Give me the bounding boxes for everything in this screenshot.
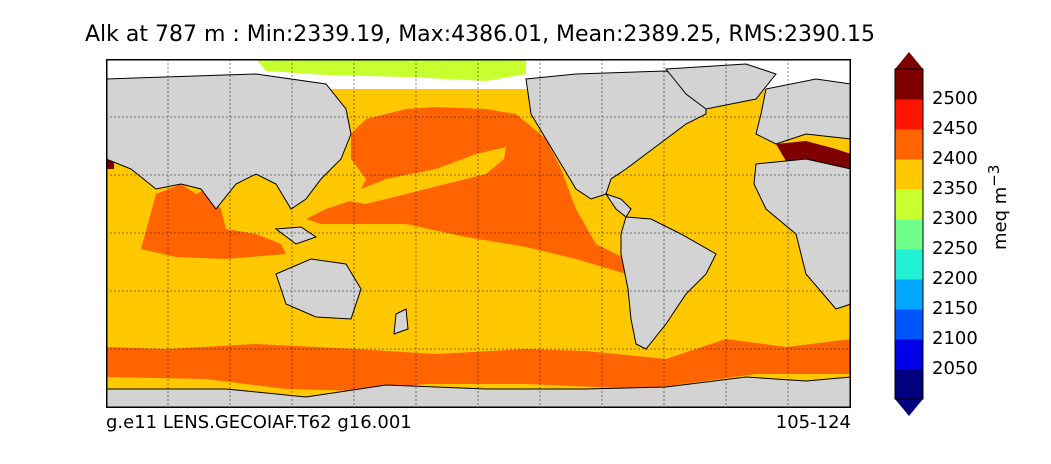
colorbar-tick-label: 2300 xyxy=(932,208,978,229)
colorbar-tick-label: 2100 xyxy=(932,328,978,349)
colorbar-segment xyxy=(895,189,923,220)
colorbar-segment xyxy=(895,249,923,280)
colorbar-bottom-arrow xyxy=(895,399,923,416)
map-frame xyxy=(106,59,851,408)
plot-title: Alk at 787 m : Min:2339.19, Max:4386.01,… xyxy=(84,22,875,47)
arctic-2300-2350 xyxy=(256,59,526,81)
footer-case-name: g.e11 LENS.GECOIAF.T62 g16.001 xyxy=(106,412,412,433)
global-map xyxy=(106,59,851,408)
colorbar-segment xyxy=(895,99,923,130)
australia xyxy=(275,258,362,320)
colorbar-tick-label: 2350 xyxy=(932,178,978,199)
colorbar-segment xyxy=(895,159,923,190)
africa xyxy=(753,158,851,310)
colorbar-segment xyxy=(895,339,923,370)
mediterranean-2450-2500 xyxy=(776,141,851,169)
central-america xyxy=(604,193,632,218)
indonesia xyxy=(274,226,318,245)
colorbar-segment xyxy=(895,69,923,100)
colorbar xyxy=(894,52,924,416)
colorbar-tick-label: 2400 xyxy=(932,148,978,169)
colorbar-segment xyxy=(895,219,923,250)
indian-ocean-2400-2450 xyxy=(141,184,286,259)
new-zealand xyxy=(393,308,409,335)
graticule xyxy=(106,59,851,408)
colorbar-segment xyxy=(895,129,923,160)
colorbar-tick-label: 2150 xyxy=(932,298,978,319)
colorbar-segment xyxy=(895,309,923,340)
north-pacific-2400-2450 xyxy=(306,107,626,274)
europe xyxy=(755,78,851,145)
colorbar-tick-label: 2250 xyxy=(932,238,978,259)
colorbar-tick-label: 2500 xyxy=(932,88,978,109)
colorbar-tick-label: 2200 xyxy=(932,268,978,289)
colorbar-segment xyxy=(895,369,923,400)
footer-years: 105-124 xyxy=(775,412,851,433)
colorbar-unit: meq m−3 xyxy=(985,164,1011,250)
colorbar-tick-label: 2050 xyxy=(932,358,978,379)
colorbar-tick-label: 2450 xyxy=(932,118,978,139)
south-america xyxy=(620,216,717,350)
north-pacific-inner-2350 xyxy=(336,147,506,204)
colorbar-segment xyxy=(895,279,923,310)
colorbar-top-arrow xyxy=(895,52,923,69)
greenland xyxy=(665,63,777,110)
